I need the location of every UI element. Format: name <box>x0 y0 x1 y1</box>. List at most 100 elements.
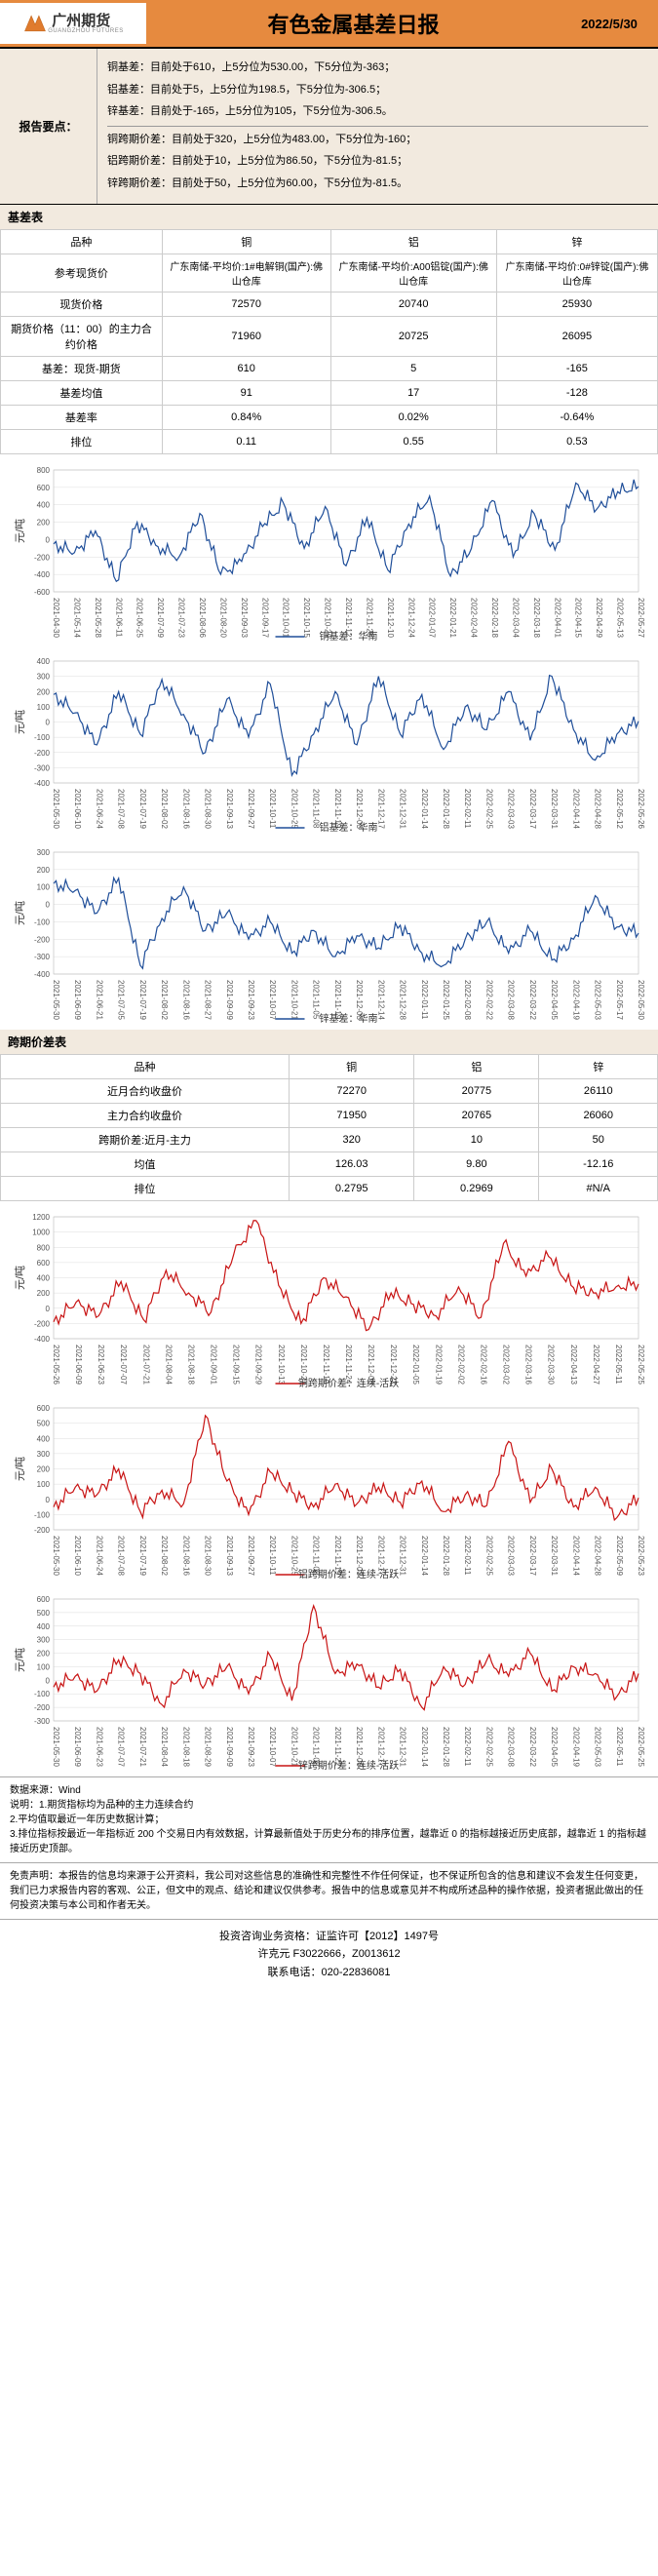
table-cell: 0.02% <box>330 405 496 429</box>
notes-block: 数据来源：Wind说明：1.期货指标均为品种的主力连续合约2.平均值取最近一年历… <box>0 1776 658 1862</box>
svg-text:600: 600 <box>37 1258 51 1267</box>
table-cell: 71960 <box>162 316 330 356</box>
svg-text:2021-08-20: 2021-08-20 <box>218 598 227 638</box>
table-cell: 126.03 <box>290 1151 414 1176</box>
report-title: 有色金属基差日报 <box>146 0 561 47</box>
svg-text:锌基差：华南: 锌基差：华南 <box>320 1012 378 1025</box>
svg-text:2022-03-17: 2022-03-17 <box>528 789 537 829</box>
svg-text:200: 200 <box>37 865 51 874</box>
note-line: 说明：1.期货指标均为品种的主力连续合约 <box>10 1798 648 1813</box>
company-name: 广州期货 <box>52 14 124 28</box>
table-row-label: 主力合约收盘价 <box>1 1103 290 1127</box>
table-row-label: 均值 <box>1 1151 290 1176</box>
svg-text:-200: -200 <box>34 748 51 757</box>
svg-text:2021-08-16: 2021-08-16 <box>181 1536 190 1576</box>
svg-text:2022-05-11: 2022-05-11 <box>614 1345 623 1385</box>
svg-text:2022-05-26: 2022-05-26 <box>637 789 645 829</box>
svg-text:2022-03-31: 2022-03-31 <box>550 789 559 829</box>
table-cell: 广东南储-平均价:A00铝锭(国产):佛山仓库 <box>330 254 496 292</box>
svg-text:500: 500 <box>37 1419 51 1427</box>
svg-text:铜基差：华南: 铜基差：华南 <box>320 630 378 643</box>
svg-text:2022-04-14: 2022-04-14 <box>571 1536 580 1576</box>
svg-text:2022-01-25: 2022-01-25 <box>442 980 450 1020</box>
logo-icon <box>22 11 48 36</box>
svg-text:2022-03-17: 2022-03-17 <box>528 1536 537 1576</box>
svg-text:1200: 1200 <box>32 1213 50 1222</box>
svg-text:2021-09-13: 2021-09-13 <box>225 789 234 829</box>
svg-text:2021-05-30: 2021-05-30 <box>52 1727 60 1767</box>
svg-text:800: 800 <box>37 466 51 475</box>
svg-text:2021-10-07: 2021-10-07 <box>268 980 277 1020</box>
svg-text:2021-12-31: 2021-12-31 <box>399 1536 407 1576</box>
table-cell: 26060 <box>539 1103 658 1127</box>
svg-text:元/吨: 元/吨 <box>14 710 26 734</box>
svg-text:铝基差：华南: 铝基差：华南 <box>320 821 378 834</box>
svg-text:2022-05-30: 2022-05-30 <box>637 980 645 1020</box>
svg-text:2022-02-25: 2022-02-25 <box>484 1727 493 1767</box>
svg-text:2021-07-19: 2021-07-19 <box>138 1536 147 1576</box>
svg-text:2022-04-05: 2022-04-05 <box>550 1727 559 1767</box>
table-cell: 72270 <box>290 1078 414 1103</box>
svg-text:2022-04-28: 2022-04-28 <box>594 1536 602 1576</box>
table-cell: 10 <box>414 1127 539 1151</box>
svg-text:2021-07-19: 2021-07-19 <box>138 980 147 1020</box>
svg-text:2022-02-11: 2022-02-11 <box>463 1727 472 1767</box>
svg-text:2021-07-21: 2021-07-21 <box>141 1345 150 1385</box>
svg-text:0: 0 <box>46 535 51 544</box>
spread-table-title: 跨期价差表 <box>0 1030 658 1054</box>
svg-text:2021-08-02: 2021-08-02 <box>160 980 169 1020</box>
table-cell: 20775 <box>414 1078 539 1103</box>
svg-text:2021-09-09: 2021-09-09 <box>225 1727 234 1767</box>
svg-text:2022-01-19: 2022-01-19 <box>434 1345 443 1385</box>
svg-text:2022-03-18: 2022-03-18 <box>532 598 541 638</box>
svg-text:2021-06-23: 2021-06-23 <box>95 1727 103 1767</box>
svg-text:2021-12-24: 2021-12-24 <box>406 598 415 638</box>
footer-line2: 许克元 F3022666，Z0013612 <box>0 1945 658 1964</box>
svg-text:2021-09-17: 2021-09-17 <box>260 598 269 638</box>
svg-text:2022-03-08: 2022-03-08 <box>507 980 516 1020</box>
svg-text:-300: -300 <box>34 763 51 772</box>
svg-text:2021-10-15: 2021-10-15 <box>302 598 311 638</box>
svg-text:2021-09-01: 2021-09-01 <box>210 1345 218 1385</box>
svg-text:2021-10-07: 2021-10-07 <box>268 1727 277 1767</box>
svg-text:2021-08-29: 2021-08-29 <box>204 1727 213 1767</box>
svg-text:800: 800 <box>37 1243 51 1252</box>
table-cell: -165 <box>496 356 657 380</box>
svg-text:-400: -400 <box>34 570 51 579</box>
footer-line1: 投资咨询业务资格：证监许可【2012】1497号 <box>0 1928 658 1946</box>
svg-text:2022-01-21: 2022-01-21 <box>448 598 457 638</box>
svg-text:0: 0 <box>46 1495 51 1503</box>
svg-text:-200: -200 <box>34 1526 51 1535</box>
svg-text:300: 300 <box>37 848 51 857</box>
svg-text:2021-12-31: 2021-12-31 <box>399 789 407 829</box>
svg-text:2021-09-27: 2021-09-27 <box>247 789 255 829</box>
svg-text:2022-05-03: 2022-05-03 <box>594 980 602 1020</box>
svg-text:2021-10-11: 2021-10-11 <box>268 789 277 829</box>
svg-text:2021-09-23: 2021-09-23 <box>247 980 255 1020</box>
svg-text:-200: -200 <box>34 1703 51 1712</box>
table-header: 品种 <box>1 229 163 254</box>
spread-table: 品种铜铝锌近月合约收盘价722702077526110主力合约收盘价719502… <box>0 1054 658 1201</box>
svg-text:2021-12-10: 2021-12-10 <box>386 598 395 638</box>
svg-text:2022-02-25: 2022-02-25 <box>484 1536 493 1576</box>
table-cell: 26110 <box>539 1078 658 1103</box>
svg-text:2022-04-28: 2022-04-28 <box>594 789 602 829</box>
svg-text:300: 300 <box>37 1449 51 1458</box>
svg-text:元/吨: 元/吨 <box>14 1266 26 1290</box>
svg-text:300: 300 <box>37 672 51 681</box>
svg-text:2021-08-16: 2021-08-16 <box>181 789 190 829</box>
table-row-label: 排位 <box>1 429 163 453</box>
svg-text:200: 200 <box>37 1464 51 1473</box>
svg-text:2022-04-14: 2022-04-14 <box>571 789 580 829</box>
svg-text:2021-04-30: 2021-04-30 <box>52 598 60 638</box>
keypoints-body: 铜基差：目前处于610，上5分位为530.00，下5分位为-363；铝基差：目前… <box>97 49 658 204</box>
svg-text:2022-02-11: 2022-02-11 <box>463 789 472 829</box>
svg-text:2022-02-16: 2022-02-16 <box>479 1345 487 1385</box>
basis-table-title: 基差表 <box>0 205 658 229</box>
svg-text:2021-10-21: 2021-10-21 <box>290 980 298 1020</box>
svg-text:2021-05-28: 2021-05-28 <box>94 598 102 638</box>
table-cell: 26095 <box>496 316 657 356</box>
table-header: 铝 <box>330 229 496 254</box>
keypoint-line: 铜基差：目前处于610，上5分位为530.00，下5分位为-363； <box>107 59 648 77</box>
svg-text:400: 400 <box>37 1621 51 1630</box>
